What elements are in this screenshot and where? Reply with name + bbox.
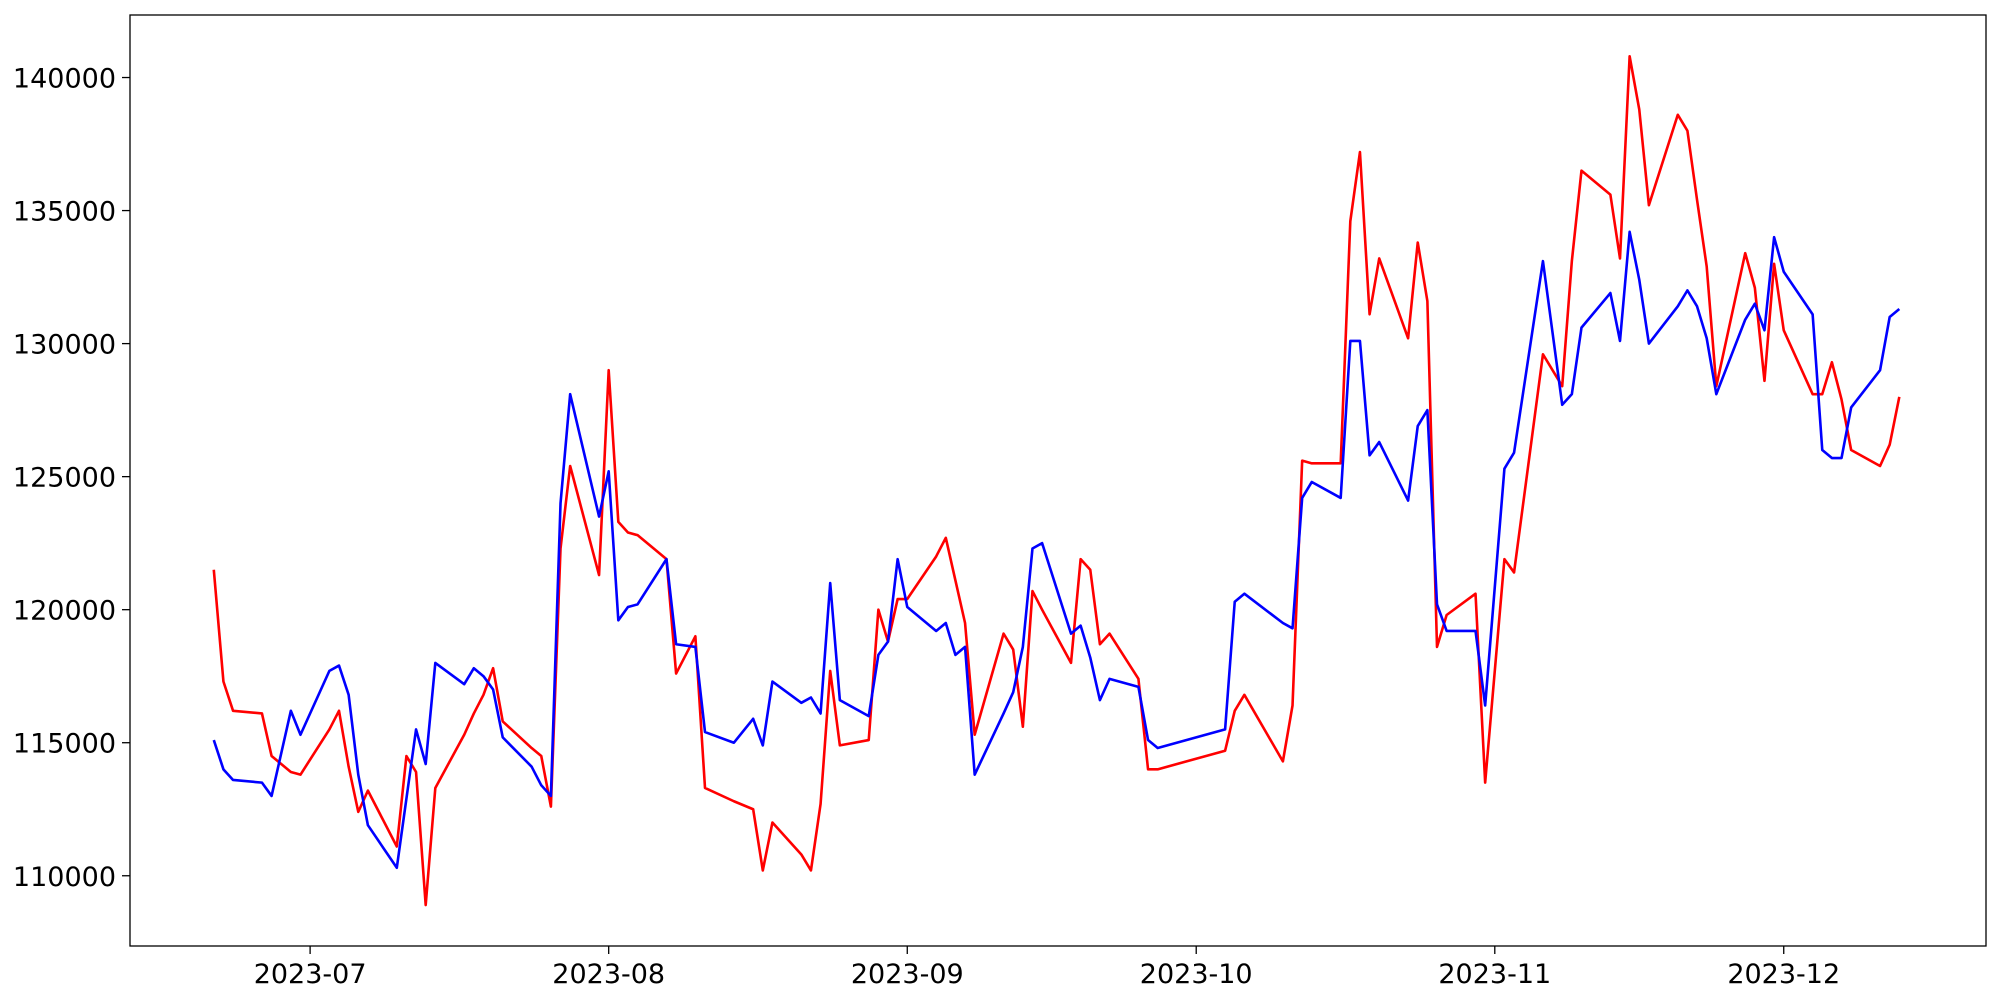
- y-tick-label: 130000: [13, 330, 116, 361]
- x-tick-label: 2023-09: [851, 959, 964, 990]
- series-line: [212, 54, 1901, 907]
- y-tick-label: 140000: [13, 64, 116, 95]
- x-tick-label: 2023-07: [254, 959, 367, 990]
- plot-frame: [129, 14, 1987, 947]
- x-tick-label: 2023-10: [1140, 959, 1253, 990]
- y-tick-label: 135000: [13, 197, 116, 228]
- y-tick-label: 115000: [13, 729, 116, 760]
- y-tick-label: 120000: [13, 596, 116, 627]
- x-tick-label: 2023-12: [1727, 959, 1840, 990]
- y-tick-label: 125000: [13, 463, 116, 494]
- x-tick-label: 2023-08: [552, 959, 665, 990]
- series-line: [212, 230, 1901, 870]
- x-tick-label: 2023-11: [1438, 959, 1551, 990]
- y-tick-label: 110000: [13, 862, 116, 893]
